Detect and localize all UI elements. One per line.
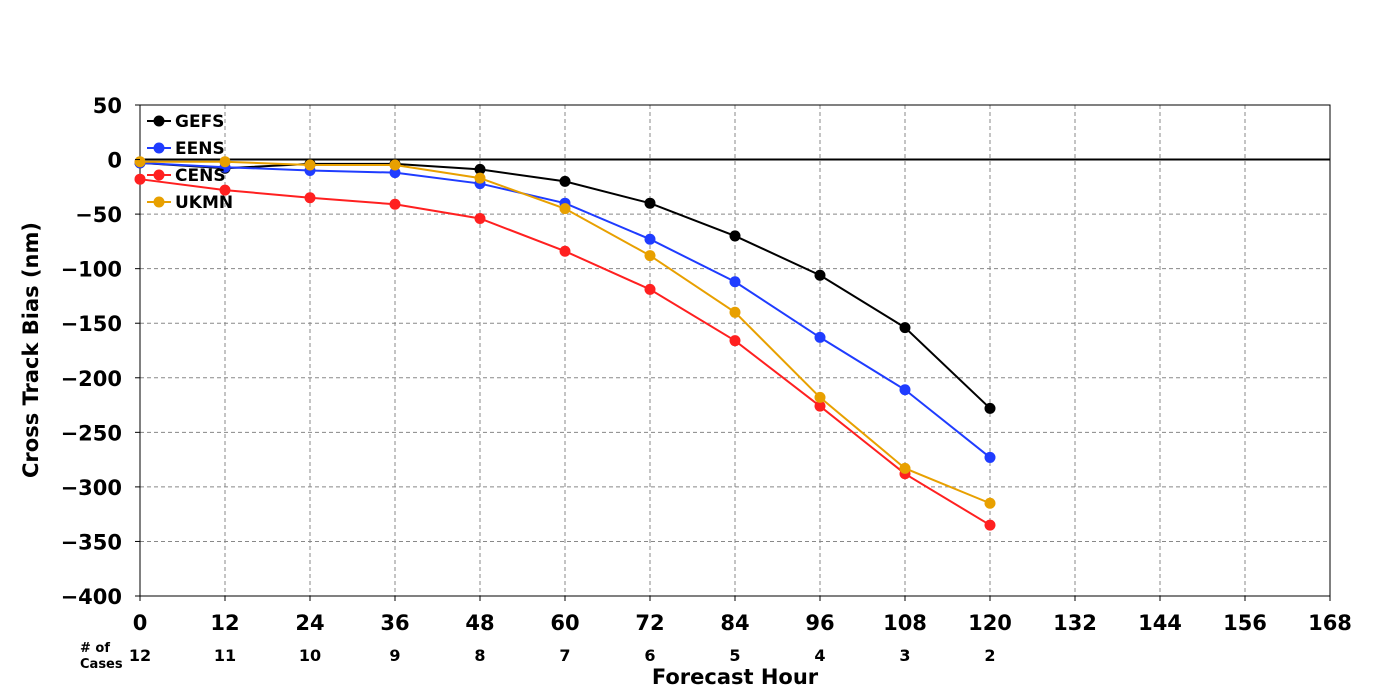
series-gefs	[134, 157, 996, 414]
cases-value: 9	[389, 646, 400, 665]
data-point-ukmn	[474, 172, 486, 184]
data-point-ukmn	[559, 203, 571, 215]
data-point-ukmn	[219, 156, 231, 168]
data-point-gefs	[644, 197, 656, 209]
cases-value: 7	[559, 646, 570, 665]
legend-item-eens: EENS	[147, 139, 225, 159]
data-point-ukmn	[899, 462, 911, 474]
y-tick-label: −100	[61, 258, 122, 282]
data-point-eens	[984, 451, 996, 463]
data-point-ukmn	[304, 159, 316, 171]
data-point-cens	[304, 192, 316, 204]
y-tick-label: −400	[61, 585, 122, 609]
y-tick-label: 50	[93, 94, 122, 118]
x-tick-label: 132	[1053, 611, 1097, 635]
data-point-ukmn	[644, 250, 656, 262]
cases-value: 6	[644, 646, 655, 665]
cases-value: 11	[214, 646, 236, 665]
data-point-cens	[219, 184, 231, 196]
x-tick-label: 168	[1308, 611, 1352, 635]
y-axis-title: Cross Track Bias (nm)	[19, 222, 43, 478]
x-tick-label: 24	[295, 611, 324, 635]
cases-label-line1: # of	[80, 641, 110, 656]
data-point-eens	[389, 167, 401, 179]
legend-label: UKMN	[175, 193, 233, 213]
cases-value: 8	[474, 646, 485, 665]
x-axis-ticks: 0 12 24 36 48 60 72 84 96 108 120 132 144 156 168	[133, 596, 1352, 635]
data-point-cens	[814, 400, 826, 412]
data-point-eens	[814, 331, 826, 343]
data-point-gefs	[984, 402, 996, 414]
legend-label: CENS	[175, 166, 226, 186]
data-point-gefs	[814, 269, 826, 281]
data-point-gefs	[559, 175, 571, 187]
data-point-gefs	[729, 230, 741, 242]
cases-value: 12	[129, 646, 151, 665]
data-point-gefs	[899, 322, 911, 334]
data-point-cens	[559, 245, 571, 257]
x-tick-label: 72	[635, 611, 664, 635]
x-tick-label: 36	[380, 611, 409, 635]
x-tick-label: 96	[805, 611, 834, 635]
data-point-cens	[474, 212, 486, 224]
y-tick-label: −250	[61, 421, 122, 445]
data-point-cens	[729, 335, 741, 347]
data-point-ukmn	[389, 159, 401, 171]
legend-item-ukmn: UKMN	[147, 193, 233, 213]
series-ukmn	[134, 156, 996, 509]
data-point-eens	[729, 276, 741, 288]
series-layer	[134, 156, 996, 531]
series-cens	[134, 173, 996, 531]
data-point-cens	[134, 173, 146, 185]
data-point-eens	[644, 233, 656, 245]
y-tick-label: −50	[75, 203, 122, 227]
legend-label: GEFS	[175, 112, 224, 132]
data-point-cens	[984, 519, 996, 531]
cases-label-line2: Cases	[80, 657, 123, 672]
legend-swatch-marker	[153, 169, 165, 181]
y-tick-label: 0	[107, 149, 122, 173]
x-tick-label: 48	[465, 611, 494, 635]
x-tick-label: 156	[1223, 611, 1267, 635]
cases-value: 2	[984, 646, 995, 665]
x-tick-label: 144	[1138, 611, 1182, 635]
y-tick-label: −200	[61, 367, 122, 391]
data-point-ukmn	[984, 497, 996, 509]
data-point-ukmn	[814, 391, 826, 403]
data-point-gefs	[474, 163, 486, 175]
y-tick-label: −300	[61, 476, 122, 500]
legend-label: EENS	[175, 139, 225, 159]
cases-value: 10	[299, 646, 321, 665]
data-point-cens	[644, 283, 656, 295]
cases-value: 3	[899, 646, 910, 665]
x-tick-label: 12	[210, 611, 239, 635]
x-axis-title: Forecast Hour	[652, 665, 819, 689]
grid	[140, 105, 1330, 596]
legend-swatch-marker	[153, 196, 165, 208]
cases-value: 5	[729, 646, 740, 665]
y-tick-label: −150	[61, 312, 122, 336]
x-tick-label: 120	[968, 611, 1012, 635]
data-point-ukmn	[729, 306, 741, 318]
data-point-ukmn	[134, 156, 146, 168]
data-point-eens	[899, 384, 911, 396]
x-tick-label: 108	[883, 611, 927, 635]
x-tick-label: 60	[550, 611, 579, 635]
legend-swatch-marker	[153, 142, 165, 154]
legend-item-cens: CENS	[147, 166, 226, 186]
cases-value: 4	[814, 646, 825, 665]
cases-row: # of Cases 12 11 10 9 8 7 6 5 4 3 2	[80, 641, 996, 672]
y-axis-ticks: 50 0 −50 −100 −150 −200 −250 −300 −350 −400	[61, 94, 140, 609]
y-tick-label: −350	[61, 530, 122, 554]
legend-swatch-marker	[153, 115, 165, 127]
legend-item-gefs: GEFS	[147, 112, 224, 132]
legend: GEFS EENS CENS UKMN	[147, 112, 233, 213]
x-tick-label: 84	[720, 611, 749, 635]
data-point-cens	[389, 198, 401, 210]
x-tick-label: 0	[133, 611, 148, 635]
